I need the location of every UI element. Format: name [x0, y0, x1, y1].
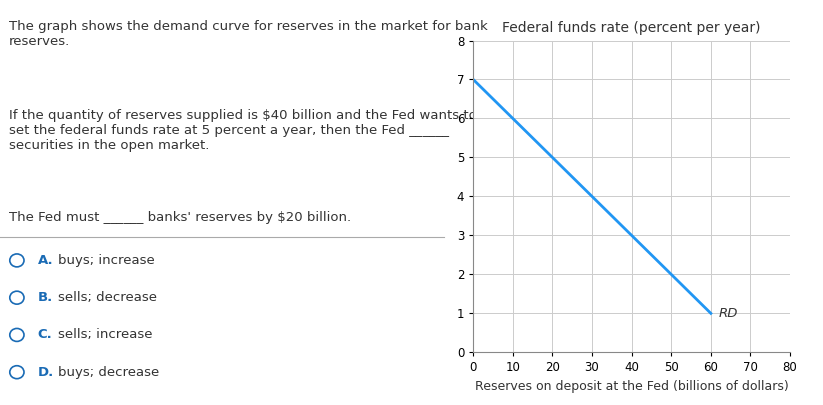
Text: sells; decrease: sells; decrease	[58, 291, 156, 304]
X-axis label: Reserves on deposit at the Fed (billions of dollars): Reserves on deposit at the Fed (billions…	[475, 380, 788, 393]
Text: C.: C.	[38, 328, 53, 341]
Text: The Fed must ______ banks' reserves by $20 billion.: The Fed must ______ banks' reserves by $…	[9, 211, 351, 224]
Text: D.: D.	[38, 366, 54, 379]
Text: If the quantity of reserves supplied is $40 billion and the Fed wants to
set the: If the quantity of reserves supplied is …	[9, 109, 477, 152]
Text: The graph shows the demand curve for reserves in the market for bank
reserves.: The graph shows the demand curve for res…	[9, 20, 488, 48]
Text: RD: RD	[718, 307, 738, 320]
Text: A.: A.	[38, 254, 53, 267]
Text: buys; increase: buys; increase	[58, 254, 155, 267]
Text: sells; increase: sells; increase	[58, 328, 152, 341]
Text: B.: B.	[38, 291, 53, 304]
Text: buys; decrease: buys; decrease	[58, 366, 159, 379]
Title: Federal funds rate (percent per year): Federal funds rate (percent per year)	[502, 21, 761, 35]
